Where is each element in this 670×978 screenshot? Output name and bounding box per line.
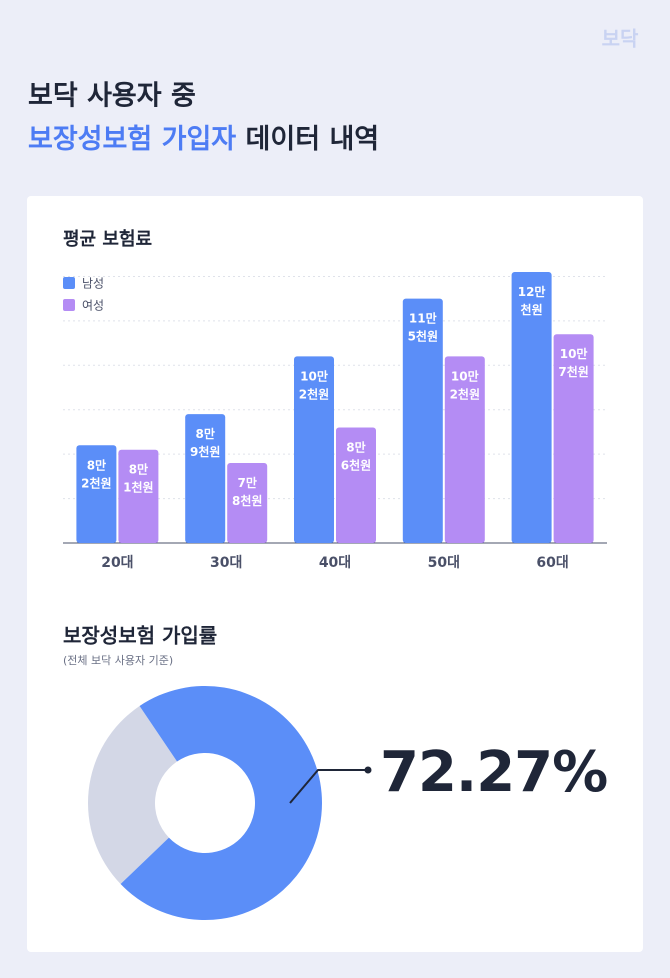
logo: 보닥: [602, 27, 639, 51]
x-tick-label: 30대: [210, 555, 242, 571]
donut-slice: [120, 686, 323, 921]
legend-swatch: [63, 277, 75, 289]
value-label: 8만 6천원: [341, 439, 371, 472]
bar: [118, 449, 159, 543]
bar: [76, 445, 117, 543]
leader-dot: [364, 766, 372, 774]
bar: [402, 298, 443, 543]
title-line: 보닥 사용자 중: [28, 81, 196, 112]
value-label: 10만 7천원: [558, 346, 588, 379]
x-tick-label: 50대: [428, 555, 460, 571]
value-label: 8만 1천원: [123, 461, 153, 494]
value-label: 10만 2천원: [299, 368, 329, 401]
bar: [227, 463, 268, 543]
bar: [185, 414, 226, 543]
value-label: 10만 2천원: [450, 368, 480, 401]
bar: [553, 334, 594, 543]
bar: [294, 356, 334, 543]
leader-line: [289, 769, 368, 804]
value-label: 72.27%: [380, 740, 607, 805]
bar: [511, 272, 552, 543]
value-label: 12만 천원: [518, 284, 546, 317]
x-tick-label: 60대: [536, 555, 568, 571]
title-line: 보장성보험 가입자 데이터 내역: [28, 124, 379, 155]
chart-subtitle: (전체 보닥 사용자 기준): [63, 654, 173, 667]
value-label: 11만 5천원: [408, 310, 438, 343]
title-highlight: 보장성보험 가입자: [28, 124, 236, 155]
legend-label: 여성: [82, 299, 104, 313]
chart-title: 평균 보험료: [63, 228, 152, 250]
chart-title: 보장성보험 가입률: [63, 624, 217, 648]
title-rest: 데이터 내역: [236, 124, 379, 155]
value-label: 8만 9천원: [190, 426, 220, 459]
legend-swatch: [63, 299, 75, 311]
bar: [444, 356, 485, 543]
value-label: 7만 8천원: [232, 475, 262, 508]
legend-label: 남성: [82, 277, 104, 291]
donut-rest: [87, 706, 178, 885]
value-label: 8만 2천원: [81, 457, 111, 490]
card: [27, 196, 643, 952]
x-tick-label: 40대: [319, 555, 351, 571]
x-tick-label: 20대: [101, 555, 133, 571]
bar: [336, 427, 376, 543]
